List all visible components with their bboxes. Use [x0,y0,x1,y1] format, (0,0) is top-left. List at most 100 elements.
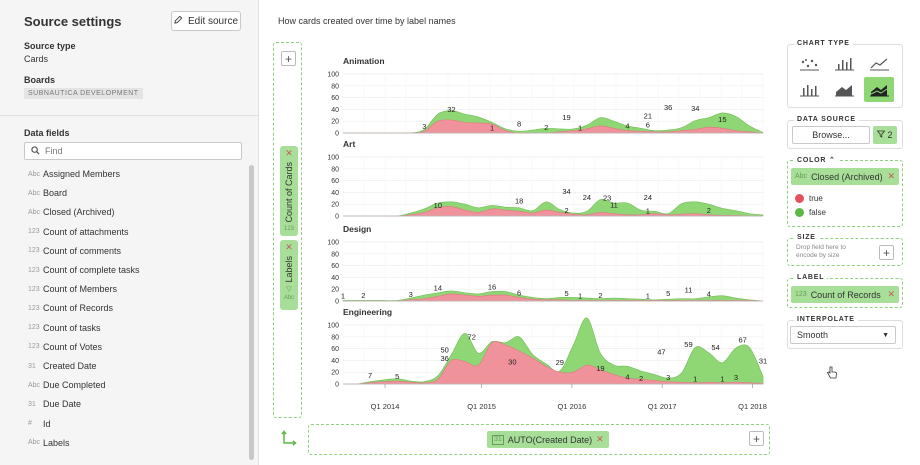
data-label: 31 [759,357,767,366]
legend-item-false: false [795,208,826,217]
stacked-area-chart-icon[interactable] [864,77,894,102]
data-label: 1 [646,206,650,215]
data-label: 54 [711,343,719,352]
x-pill-created-date[interactable]: 31 AUTO(Created Date) ✕ [487,431,609,448]
number-type-icon: 123 [795,291,807,298]
filter-button[interactable]: 2 [873,126,897,144]
row-encoding-shelf[interactable] [273,42,302,418]
chevron-up-icon[interactable]: ⌃ [829,157,836,164]
chart-title: How cards created over time by label nam… [278,16,456,26]
data-field-item[interactable]: 31 Created Date [28,359,97,373]
data-fields-label: Data fields [24,128,70,138]
row-pill-count-of-cards[interactable]: ✕ Count of Cards 123 [280,146,298,236]
sort-icon[interactable]: ▽ [286,285,292,293]
x-encoding-shelf[interactable] [308,424,770,455]
data-field-item[interactable]: # Id [28,417,51,431]
data-label: 4 [625,122,629,131]
hand-cursor-icon [826,366,838,385]
stacked-bar-chart-icon[interactable] [796,79,822,101]
plus-icon: + [882,245,890,260]
data-field-item[interactable]: 123 Count of Records [28,301,113,315]
data-label: 15 [718,115,726,124]
data-label: 2 [361,291,365,300]
swap-axes-icon[interactable] [281,430,297,451]
data-label: 30 [508,357,516,366]
data-source-label: DATA SOURCE [794,116,859,123]
data-label: 21 [644,112,652,121]
data-field-item[interactable]: Abc Assigned Members [28,167,120,181]
data-label: 23 [603,193,611,202]
data-field-item[interactable]: Abc Board [28,186,67,200]
field-type-icon: 123 [28,266,40,274]
source-type-value: Cards [24,54,49,64]
add-size-button[interactable]: + [879,245,894,260]
interpolate-select[interactable]: Smooth ▼ [790,326,896,344]
scatter-chart-icon[interactable] [796,53,822,75]
browse-button[interactable]: Browse... [792,126,870,144]
data-label: 72 [468,333,476,342]
data-label: 1 [693,374,697,383]
data-label: 34 [562,187,570,196]
panel-title: Art [343,139,355,149]
data-label: 2 [598,291,602,300]
line-chart-icon[interactable] [866,53,892,75]
data-label: 16 [488,283,496,292]
data-label: 59 [684,340,692,349]
field-type-icon: 123 [28,247,40,255]
row-pill-label: Labels [284,256,294,283]
data-label: 11 [610,201,618,210]
data-label: 50 [440,346,448,355]
caret-down-icon: ▼ [882,331,889,339]
add-row-button[interactable]: + [281,51,296,66]
field-name: Count of complete tasks [43,265,140,275]
series-true-area [343,293,764,302]
data-label: 6 [517,288,521,297]
bar-chart-icon[interactable] [831,53,857,75]
area-chart-icon[interactable] [831,79,857,101]
field-name: Due Completed [43,380,106,391]
data-field-item[interactable]: 123 Count of tasks [28,321,101,335]
remove-icon[interactable]: ✕ [887,171,895,181]
data-field-item[interactable]: 123 Count of Votes [28,340,102,354]
row-pill-labels[interactable]: ✕ Labels ▽ Abc [280,240,298,310]
color-field-label: Closed (Archived) [811,171,883,182]
field-list-scrollbar[interactable] [249,165,254,460]
x-tick-label: Q1 2018 [738,402,767,411]
divider [0,115,258,116]
data-label: 24 [583,193,591,202]
data-field-item[interactable]: 31 Due Date [28,397,81,411]
data-field-item[interactable]: 123 Count of comments [28,244,121,258]
y-tick-label: 80 [331,251,339,258]
remove-icon[interactable]: ✕ [285,242,293,252]
find-input[interactable] [45,146,225,156]
find-field[interactable] [24,142,242,160]
add-column-button[interactable]: + [749,431,764,446]
legend-swatch-false [795,208,804,217]
color-field-pill[interactable]: Abc Closed (Archived) ✕ [791,168,899,185]
label-field-pill[interactable]: 123 Count of Records ✕ [791,286,899,303]
data-label: 2 [564,206,568,215]
data-field-item[interactable]: 123 Count of complete tasks [28,263,140,277]
data-label: 7 [368,371,372,380]
data-label: 2 [544,123,548,132]
y-tick-label: 0 [335,214,339,221]
edit-source-button[interactable]: Edit source [171,11,241,31]
field-type-icon: 123 [28,343,40,351]
data-field-item[interactable]: Abc Closed (Archived) [28,205,115,219]
data-label: 11 [685,286,693,295]
data-field-item[interactable]: Abc Due Completed [28,378,106,392]
remove-icon[interactable]: ✕ [596,434,604,444]
data-label: 67 [739,335,747,344]
remove-icon[interactable]: ✕ [887,289,895,299]
data-field-item[interactable]: 123 Count of attachments [28,225,129,239]
y-tick-label: 20 [331,370,339,377]
remove-icon[interactable]: ✕ [285,148,293,158]
panel-title: Source settings [24,14,122,29]
data-label: 36 [664,103,672,112]
chart-type-label: CHART TYPE [794,40,853,47]
field-name: Count of tasks [43,322,101,333]
data-field-item[interactable]: 123 Count of Members [28,282,117,296]
data-field-item[interactable]: Abc Labels [28,436,70,450]
data-label: 19 [596,364,604,373]
